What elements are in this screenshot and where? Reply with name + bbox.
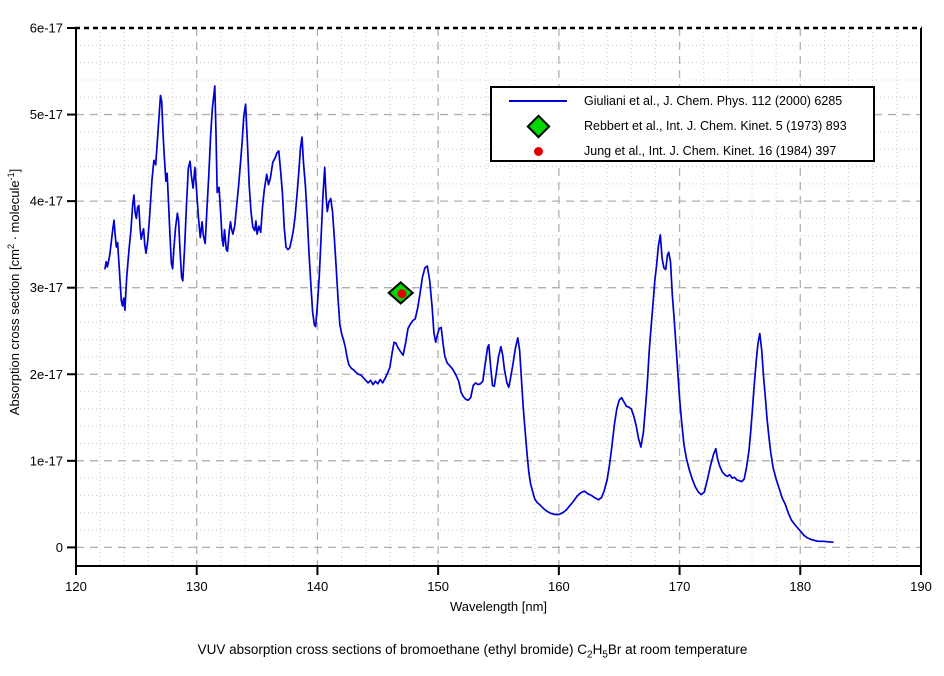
svg-text:120: 120 xyxy=(65,579,87,594)
svg-text:160: 160 xyxy=(548,579,570,594)
svg-text:4e-17: 4e-17 xyxy=(30,194,63,209)
giuliani-curve xyxy=(104,85,834,544)
legend-label: Rebbert et al., Int. J. Chem. Kinet. 5 (… xyxy=(584,119,847,133)
svg-text:1e-17: 1e-17 xyxy=(30,453,63,468)
svg-text:6e-17: 6e-17 xyxy=(30,21,63,36)
legend-label: Jung et al., Int. J. Chem. Kinet. 16 (19… xyxy=(584,144,837,158)
legend-item-rebbert: Rebbert et al., Int. J. Chem. Kinet. 5 (… xyxy=(492,113,873,139)
svg-text:2e-17: 2e-17 xyxy=(30,367,63,382)
svg-text:130: 130 xyxy=(186,579,208,594)
legend-label: Giuliani et al., J. Chem. Phys. 112 (200… xyxy=(584,94,843,108)
y-axis-label: Absorption cross section [cm2 · molecule… xyxy=(5,168,23,416)
legend-item-giuliani: Giuliani et al., J. Chem. Phys. 112 (200… xyxy=(492,89,873,113)
svg-text:140: 140 xyxy=(307,579,329,594)
svg-text:0: 0 xyxy=(56,540,63,555)
chart-title: VUV absorption cross sections of bromoet… xyxy=(197,642,748,661)
legend-line-symbol xyxy=(492,100,584,102)
svg-text:150: 150 xyxy=(427,579,449,594)
svg-text:5e-17: 5e-17 xyxy=(30,107,63,122)
svg-text:3e-17: 3e-17 xyxy=(30,280,63,295)
jung-marker xyxy=(397,289,407,299)
legend-item-jung: Jung et al., Int. J. Chem. Kinet. 16 (19… xyxy=(492,139,873,163)
legend-diamond-symbol xyxy=(492,113,584,139)
svg-text:180: 180 xyxy=(789,579,811,594)
svg-text:190: 190 xyxy=(910,579,932,594)
x-axis-label: Wavelength [nm] xyxy=(449,599,548,614)
svg-text:170: 170 xyxy=(669,579,691,594)
legend-dot-symbol xyxy=(492,146,584,156)
legend: Giuliani et al., J. Chem. Phys. 112 (200… xyxy=(490,86,875,162)
